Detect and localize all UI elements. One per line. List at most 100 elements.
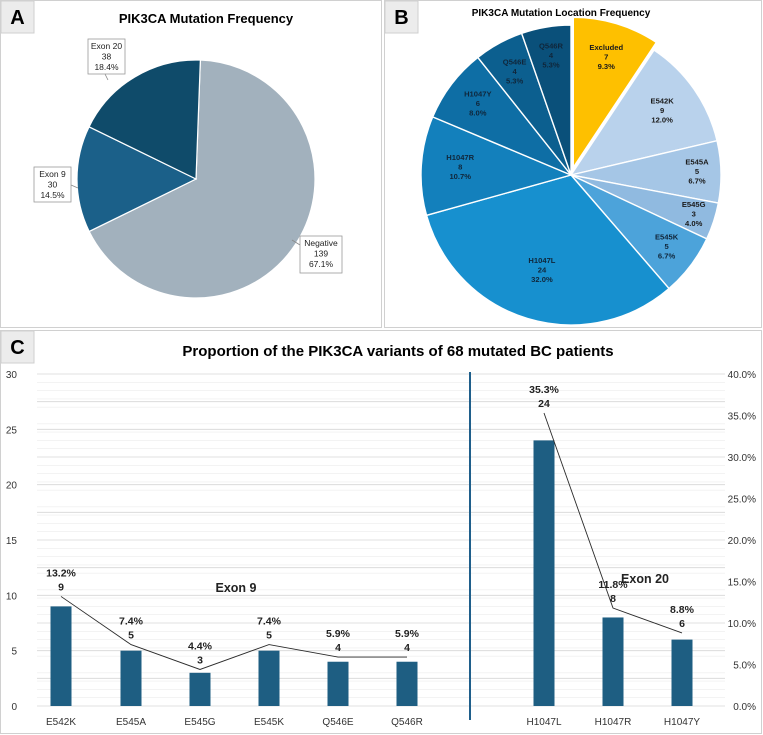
- pie-b-h1047r-label-line: 10.7%: [449, 172, 471, 181]
- pie-b-excluded-label-line: 7: [604, 53, 608, 62]
- pie-a-negative-label-line: 67.1%: [309, 259, 334, 269]
- pie-b-slice-excluded: [572, 16, 658, 170]
- pie-b-e545a-label-line: 5: [695, 167, 700, 176]
- value-label: 4: [335, 642, 341, 654]
- pie-b-q546e-label-line: 5.3%: [506, 76, 524, 85]
- y2-axis-tick-label: 30.0%: [728, 453, 756, 464]
- value-label: 4: [404, 642, 410, 654]
- pie-b-h1047y-label-line: H1047Y: [464, 89, 491, 98]
- x-axis-tick-label: H1047L: [526, 717, 561, 728]
- value-label: 8: [610, 593, 616, 605]
- y-axis-tick-label: 30: [6, 370, 18, 381]
- y2-axis-tick-label: 20.0%: [728, 536, 756, 547]
- percent-label: 8.8%: [670, 604, 695, 616]
- pie-b-h1047r-label-line: 8: [458, 163, 462, 172]
- pie-a-exon-20-label-line: Exon 20: [91, 41, 122, 51]
- bar-q546r: [396, 661, 418, 706]
- pie-a-exon-20-label-line: 38: [102, 52, 112, 62]
- pie-b-q546e-label-line: 4: [513, 67, 518, 76]
- x-axis-tick-label: Q546E: [322, 717, 353, 728]
- y-axis-tick-label: 25: [6, 425, 18, 436]
- bar-e545g: [189, 672, 211, 706]
- pie-b-e542k-label-line: E542K: [651, 97, 675, 106]
- pie-b-e545g-label-line: 4.0%: [685, 219, 703, 228]
- pie-b-h1047l-label-line: 24: [538, 266, 547, 275]
- y2-axis-tick-label: 40.0%: [728, 370, 756, 381]
- percent-line-exon-9: [60, 596, 407, 670]
- panel-c-label: C: [10, 337, 24, 359]
- pie-a-callout-exon-20: [87, 38, 126, 75]
- pie-b-slice-q546r: [520, 24, 572, 176]
- bar-h1047r: [602, 617, 624, 706]
- pie-b-q546r-label-line: 4: [549, 51, 554, 60]
- panel-a-label: A: [10, 7, 24, 29]
- pie-b-q546r-label-line: Q546R: [539, 42, 564, 51]
- pie-b-e542k-label: E542K 9 12.0%: [651, 97, 675, 125]
- group-label-exon-20: Exon 20: [621, 572, 669, 586]
- pie-a-title: PIK3CA Mutation Frequency: [119, 11, 294, 26]
- percent-label: 5.9%: [395, 628, 420, 640]
- pie-b-h1047r-label-line: H1047R: [446, 153, 474, 162]
- value-label: 6: [679, 618, 685, 630]
- pie-b-h1047l-label: H1047L 24 32.0%: [528, 256, 555, 284]
- pie-b-h1047y-label-line: 6: [476, 99, 480, 108]
- pie-b-e545g-label-line: 3: [692, 209, 696, 218]
- pie-b-e545a-label-line: E545A: [685, 157, 709, 166]
- value-label: 3: [197, 654, 203, 666]
- y2-axis-tick-label: 0.0%: [733, 702, 756, 713]
- pie-a-exon-20-label-line: 18.4%: [94, 62, 119, 72]
- pie-a-callout-exon-9: [33, 166, 72, 203]
- pie-b-e545k-label-line: 6.7%: [658, 252, 676, 261]
- percent-label: 7.4%: [257, 616, 282, 628]
- y2-axis-tick-label: 35.0%: [728, 412, 756, 423]
- pie-a-slice-exon-9: [76, 126, 198, 233]
- x-axis-tick-label: Q546R: [391, 717, 423, 728]
- bar-e545k: [258, 650, 280, 706]
- bar-q546e: [327, 661, 349, 706]
- panel-b-tag: [384, 0, 419, 34]
- bar-chart-c: 0 5 10 15 20 25 30 0.0% 5.0% 10.0% 15.0% 20.0% 25.0%…: [6, 370, 756, 728]
- x-axis-tick-label: E545G: [184, 717, 215, 728]
- pie-b-e545a-label: E545A 5 6.7%: [685, 157, 709, 185]
- pie-b-excluded-label-line: Excluded: [589, 43, 623, 52]
- pie-b-q546e-label-line: Q546E: [503, 57, 527, 66]
- pie-b-slice-e542k: [569, 49, 718, 177]
- pie-a-slice-exon-20: [88, 59, 201, 180]
- pie-a-negative-label-line: Negative: [304, 238, 338, 248]
- y2-axis-tick-label: 25.0%: [728, 495, 756, 506]
- pie-a-leader-negative: [291, 239, 301, 246]
- bar-e542k: [50, 606, 72, 706]
- percent-label: 11.8%: [598, 579, 628, 591]
- pie-b-h1047l-label-line: 32.0%: [531, 275, 553, 284]
- pie-a-exon-9-label-line: 30: [48, 180, 58, 190]
- bar-h1047l: [533, 440, 555, 706]
- pie-b-slice-h1047r: [420, 115, 574, 217]
- x-axis-tick-label: E545A: [116, 717, 146, 728]
- pie-a-callout-negative: [299, 235, 343, 274]
- percent-label: 5.9%: [326, 628, 351, 640]
- pie-b-e545k-label-line: E545K: [655, 233, 679, 242]
- y-axis-tick-label: 10: [6, 591, 18, 602]
- pie-a-slice-negative: [88, 59, 316, 299]
- pie-b-e542k-label-line: 12.0%: [651, 116, 673, 125]
- pie-a-negative-label: Negative 139 67.1%: [304, 238, 338, 269]
- pie-a-exon-9-label-line: 14.5%: [40, 190, 65, 200]
- bar-chart-title: Proportion of the PIK3CA variants of 68 …: [182, 343, 613, 360]
- pie-b-title: PIK3CA Mutation Location Frequency: [472, 8, 651, 19]
- pie-b-e545k-label: E545K 5 6.7%: [655, 233, 679, 261]
- percent-label: 13.2%: [46, 567, 76, 579]
- bar-e545a: [120, 650, 142, 706]
- value-label: 24: [538, 398, 550, 410]
- pie-a-exon-9-label: Exon 9 30 14.5%: [39, 169, 66, 200]
- x-axis-tick-label: H1047Y: [664, 717, 700, 728]
- pie-b-excluded-label-line: 9.3%: [598, 62, 616, 71]
- x-axis-tick-label: H1047R: [595, 717, 632, 728]
- percent-label: 4.4%: [188, 640, 213, 652]
- y-axis-tick-label: 15: [6, 536, 18, 547]
- bar-h1047y: [671, 639, 693, 706]
- pie-b-q546r-label: Q546R 4 5.3%: [539, 42, 564, 70]
- pie-b-h1047r-label: H1047R 8 10.7%: [446, 153, 474, 181]
- pie-b-q546e-label: Q546E 4 5.3%: [503, 57, 527, 85]
- pie-b-e545k-label-line: 5: [664, 242, 669, 251]
